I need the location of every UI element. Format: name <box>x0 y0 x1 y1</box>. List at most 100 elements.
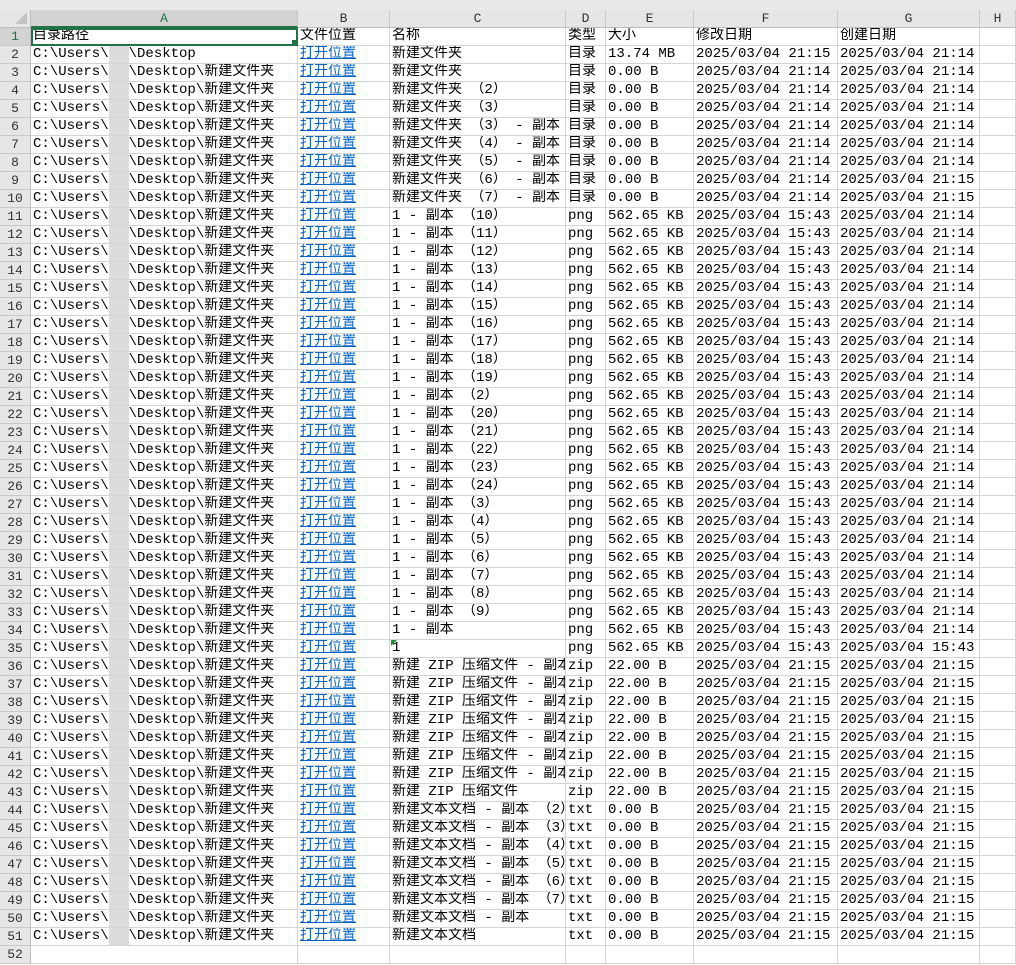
cell-B14[interactable]: 打开位置 <box>298 262 390 280</box>
cell-E17[interactable]: 562.65 KB <box>606 316 694 334</box>
open-location-link[interactable]: 打开位置 <box>300 640 356 656</box>
cell-B21[interactable]: 打开位置 <box>298 388 390 406</box>
cell-E6[interactable]: 0.00 B <box>606 118 694 136</box>
cell-C39[interactable]: 新建 ZIP 压缩文件 - 副本 <box>390 712 566 730</box>
cell-E48[interactable]: 0.00 B <box>606 874 694 892</box>
cell-C51[interactable]: 新建文本文档 <box>390 928 566 946</box>
open-location-link[interactable]: 打开位置 <box>300 784 356 800</box>
cell-B22[interactable]: 打开位置 <box>298 406 390 424</box>
cell-F10[interactable]: 2025/03/04 21:14 <box>694 190 838 208</box>
cell-D18[interactable]: png <box>566 334 606 352</box>
cell-D19[interactable]: png <box>566 352 606 370</box>
cell-B11[interactable]: 打开位置 <box>298 208 390 226</box>
cell-A42[interactable]: C:\Users\ \Desktop\新建文件夹 <box>31 766 298 784</box>
cell-A38[interactable]: C:\Users\ \Desktop\新建文件夹 <box>31 694 298 712</box>
cell-D38[interactable]: zip <box>566 694 606 712</box>
cell-F49[interactable]: 2025/03/04 21:15 <box>694 892 838 910</box>
row-header-20[interactable]: 20 <box>0 370 31 388</box>
row-header-48[interactable]: 48 <box>0 874 31 892</box>
cell-G26[interactable]: 2025/03/04 21:14 <box>838 478 980 496</box>
cell-G13[interactable]: 2025/03/04 21:14 <box>838 244 980 262</box>
cell-F18[interactable]: 2025/03/04 15:43 <box>694 334 838 352</box>
cell-D36[interactable]: zip <box>566 658 606 676</box>
row-header-16[interactable]: 16 <box>0 298 31 316</box>
cell-A10[interactable]: C:\Users\ \Desktop\新建文件夹 <box>31 190 298 208</box>
cell-A50[interactable]: C:\Users\ \Desktop\新建文件夹 <box>31 910 298 928</box>
cell-A22[interactable]: C:\Users\ \Desktop\新建文件夹 <box>31 406 298 424</box>
cell-G49[interactable]: 2025/03/04 21:15 <box>838 892 980 910</box>
cell-E3[interactable]: 0.00 B <box>606 64 694 82</box>
row-header-1[interactable]: 1 <box>0 28 31 46</box>
cell-H16[interactable] <box>980 298 1016 316</box>
cell-A23[interactable]: C:\Users\ \Desktop\新建文件夹 <box>31 424 298 442</box>
cell-B37[interactable]: 打开位置 <box>298 676 390 694</box>
cell-H19[interactable] <box>980 352 1016 370</box>
open-location-link[interactable]: 打开位置 <box>300 802 356 818</box>
cell-A9[interactable]: C:\Users\ \Desktop\新建文件夹 <box>31 172 298 190</box>
cell-H7[interactable] <box>980 136 1016 154</box>
cell-D26[interactable]: png <box>566 478 606 496</box>
row-header-30[interactable]: 30 <box>0 550 31 568</box>
cell-D34[interactable]: png <box>566 622 606 640</box>
cell-C5[interactable]: 新建文件夹 （3） <box>390 100 566 118</box>
cell-E15[interactable]: 562.65 KB <box>606 280 694 298</box>
cell-A34[interactable]: C:\Users\ \Desktop\新建文件夹 <box>31 622 298 640</box>
cell-E1[interactable]: 大小 <box>606 28 694 46</box>
cell-D7[interactable]: 目录 <box>566 136 606 154</box>
cell-C7[interactable]: 新建文件夹 （4） - 副本 <box>390 136 566 154</box>
cell-D45[interactable]: txt <box>566 820 606 838</box>
cell-D43[interactable]: zip <box>566 784 606 802</box>
cell-C3[interactable]: 新建文件夹 <box>390 64 566 82</box>
cell-D13[interactable]: png <box>566 244 606 262</box>
cell-G11[interactable]: 2025/03/04 21:14 <box>838 208 980 226</box>
cell-C24[interactable]: 1 - 副本 （22） <box>390 442 566 460</box>
cell-G33[interactable]: 2025/03/04 21:14 <box>838 604 980 622</box>
cell-E11[interactable]: 562.65 KB <box>606 208 694 226</box>
open-location-link[interactable]: 打开位置 <box>300 82 356 98</box>
cell-C45[interactable]: 新建文本文档 - 副本 （3） <box>390 820 566 838</box>
row-header-39[interactable]: 39 <box>0 712 31 730</box>
cell-E36[interactable]: 22.00 B <box>606 658 694 676</box>
cell-F27[interactable]: 2025/03/04 15:43 <box>694 496 838 514</box>
cell-G29[interactable]: 2025/03/04 21:14 <box>838 532 980 550</box>
column-header-C[interactable]: C <box>390 10 566 28</box>
cell-C20[interactable]: 1 - 副本 （19） <box>390 370 566 388</box>
open-location-link[interactable]: 打开位置 <box>300 406 356 422</box>
cell-E31[interactable]: 562.65 KB <box>606 568 694 586</box>
row-header-14[interactable]: 14 <box>0 262 31 280</box>
cell-F41[interactable]: 2025/03/04 21:15 <box>694 748 838 766</box>
cell-E35[interactable]: 562.65 KB <box>606 640 694 658</box>
cell-B28[interactable]: 打开位置 <box>298 514 390 532</box>
open-location-link[interactable]: 打开位置 <box>300 568 356 584</box>
cell-G15[interactable]: 2025/03/04 21:14 <box>838 280 980 298</box>
cell-D5[interactable]: 目录 <box>566 100 606 118</box>
row-header-6[interactable]: 6 <box>0 118 31 136</box>
row-header-43[interactable]: 43 <box>0 784 31 802</box>
open-location-link[interactable]: 打开位置 <box>300 190 356 206</box>
cell-C27[interactable]: 1 - 副本 （3） <box>390 496 566 514</box>
cell-H45[interactable] <box>980 820 1016 838</box>
cell-C28[interactable]: 1 - 副本 （4） <box>390 514 566 532</box>
cell-B44[interactable]: 打开位置 <box>298 802 390 820</box>
cell-B6[interactable]: 打开位置 <box>298 118 390 136</box>
cell-F13[interactable]: 2025/03/04 15:43 <box>694 244 838 262</box>
cell-C11[interactable]: 1 - 副本 （10） <box>390 208 566 226</box>
cell-G2[interactable]: 2025/03/04 21:14 <box>838 46 980 64</box>
cell-D29[interactable]: png <box>566 532 606 550</box>
row-header-18[interactable]: 18 <box>0 334 31 352</box>
cell-G3[interactable]: 2025/03/04 21:14 <box>838 64 980 82</box>
cell-C41[interactable]: 新建 ZIP 压缩文件 - 副本 <box>390 748 566 766</box>
row-header-23[interactable]: 23 <box>0 424 31 442</box>
row-header-42[interactable]: 42 <box>0 766 31 784</box>
row-header-13[interactable]: 13 <box>0 244 31 262</box>
cell-D33[interactable]: png <box>566 604 606 622</box>
cell-E24[interactable]: 562.65 KB <box>606 442 694 460</box>
cell-H24[interactable] <box>980 442 1016 460</box>
cell-C52[interactable] <box>390 946 566 964</box>
cell-G45[interactable]: 2025/03/04 21:15 <box>838 820 980 838</box>
cell-D12[interactable]: png <box>566 226 606 244</box>
cell-C50[interactable]: 新建文本文档 - 副本 <box>390 910 566 928</box>
cell-B10[interactable]: 打开位置 <box>298 190 390 208</box>
cell-B12[interactable]: 打开位置 <box>298 226 390 244</box>
open-location-link[interactable]: 打开位置 <box>300 712 356 728</box>
